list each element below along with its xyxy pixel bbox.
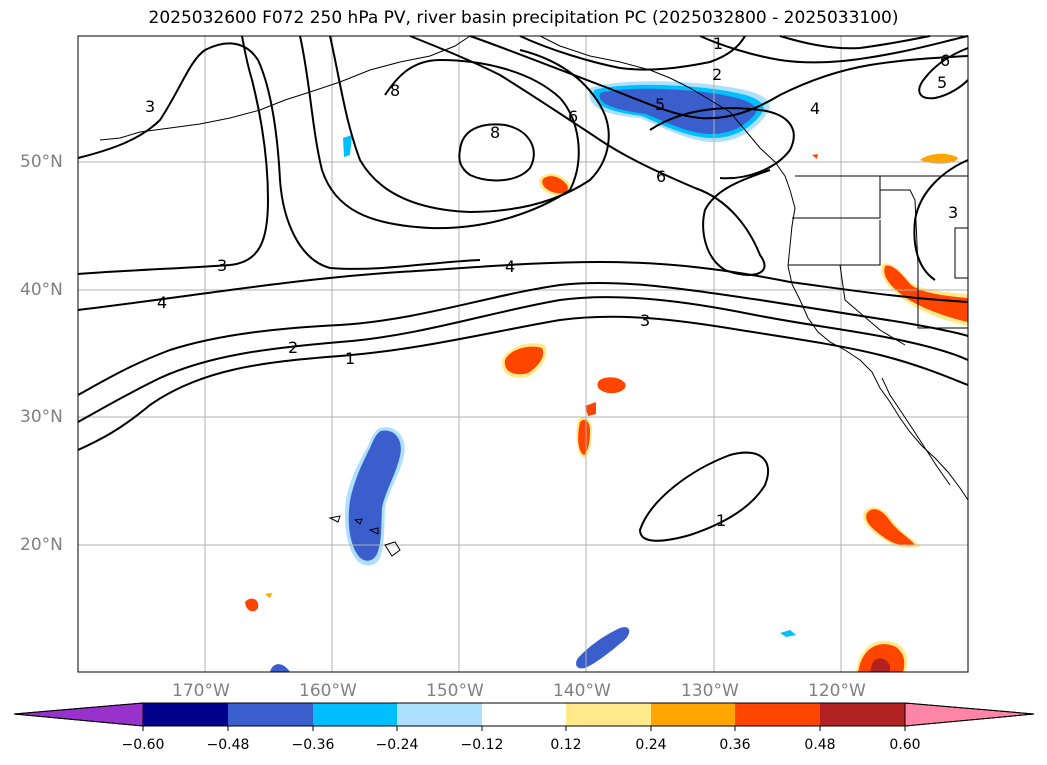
colorbar-tick-label: 0.12 [550,737,581,753]
negative-precip-patch [780,630,796,637]
negative-precip-patch [349,430,401,560]
pv-contour-3 [78,283,968,395]
contour-label: 3 [217,256,227,275]
hawaii-island [385,542,400,556]
colorbar-tick-label: 0.36 [719,737,750,753]
contour-label: 8 [490,123,500,142]
colorbar-tick-label: 0.24 [635,737,666,753]
pv-contour-14 [780,36,930,48]
north-america-coast [785,176,968,500]
pv-contour-1 [78,317,968,450]
pv-contour-5 [78,36,268,274]
colorbar [14,703,1034,731]
lon-label-140w: 140°W [553,681,611,701]
us-state-border [792,176,880,218]
colorbar-tick-label: 0.60 [889,737,920,753]
positive-precip-patch [245,599,258,612]
us-state-border [955,228,968,278]
lat-label-20n: 20°N [20,535,63,555]
contour-label: 2 [712,65,722,84]
colorbar-segment [735,703,820,726]
contour-label: 8 [390,81,400,100]
colorbar-segment [482,703,566,726]
colorbar-segment [228,703,313,726]
colorbar-segment [313,703,397,726]
negative-precip-patch [343,135,352,157]
colorbar-extend-high [905,703,1034,726]
baja-coast [882,378,950,485]
contour-label: 3 [640,311,650,330]
colorbar-tick-label: −0.12 [461,737,504,753]
positive-precip-patch [812,154,818,159]
colorbar-tick-label: −0.48 [207,737,250,753]
pv-contour-16 [914,160,968,280]
map-figure: 1 2 3 4 4 3 3 6 6 8 8 5 2 1 4 5 6 3 1 [0,0,1047,765]
lon-label-130w: 130°W [681,681,739,701]
colorbar-segment [820,703,905,726]
pv-contours [78,36,968,541]
contour-label: 6 [656,167,666,186]
lat-label-30n: 30°N [20,407,63,427]
contour-label: 1 [713,34,723,53]
lon-label-150w: 150°W [426,681,484,701]
negative-precip-patch [270,664,290,672]
colorbar-extend-low [14,703,143,726]
us-state-border [880,190,918,265]
colorbar-segment [651,703,735,726]
colorbar-segment [566,703,651,726]
lon-label-170w: 170°W [172,681,230,701]
contour-label: 2 [288,338,298,357]
pv-contour-7 [300,36,579,228]
coastlines [100,36,968,556]
positive-precip-patch [585,402,596,416]
contour-label: 4 [505,257,515,276]
positive-precip-patch [866,509,915,546]
contour-label: 1 [716,511,726,530]
colorbar-ticks [143,726,905,731]
pv-contour-17 [640,453,768,541]
negative-precip-patch [576,627,629,668]
lat-label-50n: 50°N [20,152,63,172]
colorbar-segment [143,703,228,726]
contour-label: 6 [940,51,950,70]
positive-precip-patch [265,593,272,598]
pv-contour-4 [78,262,968,310]
contour-label: 5 [937,73,947,92]
colorbar-tick-label: −0.60 [122,737,165,753]
positive-precip-patch [597,377,625,393]
lat-label-40n: 40°N [20,280,63,300]
colorbar-tick-label: −0.36 [292,737,335,753]
lon-label-120w: 120°W [808,681,866,701]
colorbar-segment [397,703,482,726]
contour-label: 1 [345,349,355,368]
contour-label: 5 [655,95,665,114]
contour-label: 4 [157,293,167,312]
pv-contour-6 [78,43,480,269]
us-state-border [788,220,880,265]
contour-label: 3 [948,203,958,222]
colorbar-tick-label: −0.24 [376,737,419,753]
colorbar-tick-label: 0.48 [804,737,835,753]
contour-label: 3 [145,97,155,116]
contour-label: 4 [810,99,820,118]
contour-label: 6 [568,107,578,126]
lon-label-160w: 160°W [299,681,357,701]
precip-fill-layer [245,81,968,672]
